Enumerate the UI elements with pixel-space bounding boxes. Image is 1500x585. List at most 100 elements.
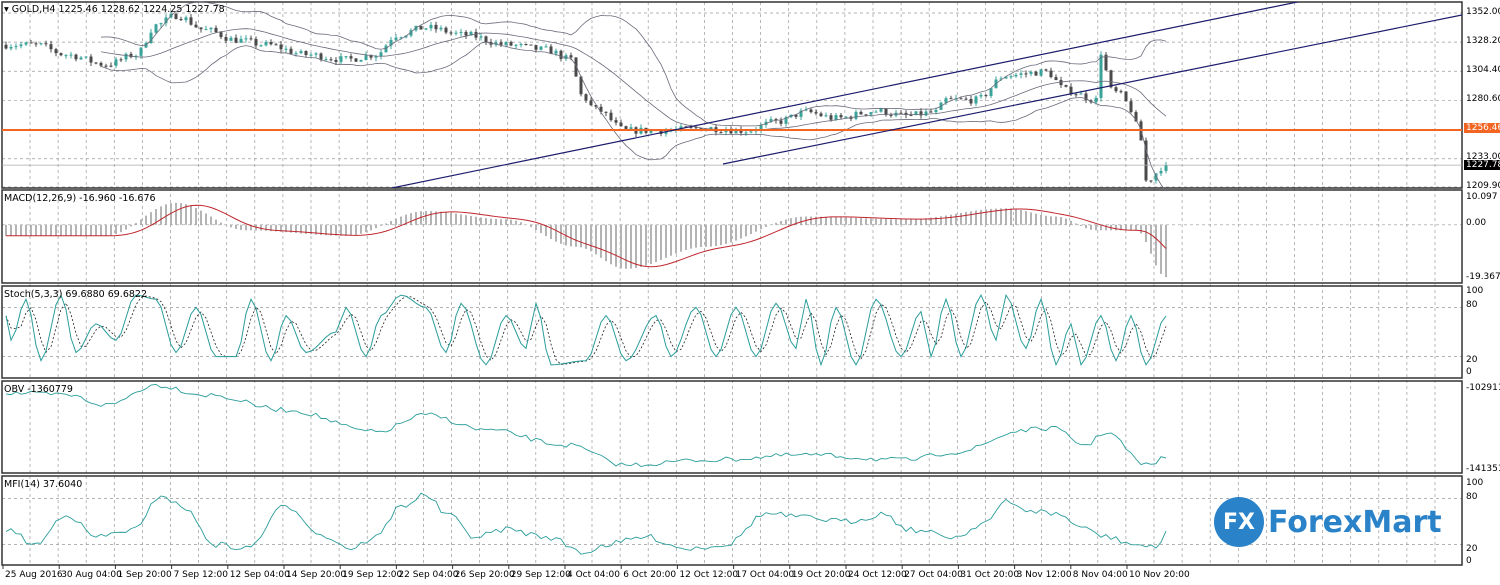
macd-histogram-bar (25, 224, 27, 236)
macd-histogram-bar (665, 224, 667, 258)
macd-histogram-bar (910, 219, 912, 225)
macd-histogram-bar (460, 214, 462, 225)
candle-body (749, 131, 753, 133)
candle-body (129, 53, 133, 58)
macd-histogram-bar (355, 224, 357, 235)
candle-body (574, 57, 578, 77)
ohlc-values: 1225.46 1228.62 1224.25 1227.78 (58, 4, 225, 15)
candle-body (439, 27, 443, 30)
mfi-tick: 80 (1466, 492, 1478, 502)
macd-histogram-bar (900, 219, 902, 225)
candle-body (769, 119, 773, 122)
time-label: 25 Aug 2016 (5, 570, 63, 580)
candle-body (374, 56, 378, 58)
bollinger-upper (100, 1, 1167, 127)
macd-histogram-bar (935, 217, 937, 225)
candle-body (174, 13, 178, 20)
macd-histogram-bar (970, 211, 972, 225)
price-tick: 1280.60 (1466, 94, 1500, 104)
candle-body (234, 37, 238, 43)
candle-body (164, 17, 168, 24)
macd-histogram-bar (95, 224, 97, 236)
candle-body (814, 112, 818, 114)
candle-body (1044, 69, 1048, 71)
candle-body (1004, 76, 1008, 79)
candle-body (294, 53, 298, 55)
candle-body (39, 43, 43, 45)
candle-body (794, 114, 798, 117)
candle-body (609, 112, 613, 121)
macd-histogram-bar (495, 218, 497, 225)
candle-body (1149, 180, 1153, 182)
macd-histogram-bar (950, 214, 952, 225)
candle-body (304, 50, 308, 56)
candle-body (834, 115, 838, 120)
macd-tick: 10.097 (1466, 192, 1498, 202)
macd-histogram-bar (545, 224, 547, 237)
macd-histogram-bar (220, 222, 222, 225)
time-label: 1 Sep 20:00 (117, 570, 172, 580)
macd-histogram-bar (35, 224, 37, 236)
candle-body (914, 111, 918, 116)
stoch-label: Stoch(5,3,3) 69.6880 69.6822 (4, 289, 148, 300)
candle-body (604, 111, 608, 113)
candle-body (829, 115, 833, 120)
candle-body (1014, 74, 1018, 77)
macd-histogram-bar (240, 224, 242, 230)
time-label: 30 Aug 04:00 (61, 570, 122, 580)
macd-histogram-bar (965, 212, 967, 225)
candle-body (9, 46, 13, 49)
candle-body (1109, 70, 1113, 88)
candle-body (484, 36, 488, 43)
candle-body (59, 53, 63, 56)
pane-mfi (1, 475, 1463, 566)
macd-histogram-bar (550, 224, 552, 240)
macd-histogram-bar (1160, 224, 1162, 274)
candle-body (204, 29, 208, 31)
macd-histogram-bar (515, 220, 517, 225)
macd-histogram-bar (535, 224, 537, 230)
macd-histogram-bar (880, 218, 882, 225)
candle-body (1034, 71, 1038, 76)
logo-text: ForexMart (1268, 504, 1442, 540)
candle-body (1144, 140, 1148, 181)
candle-body (289, 48, 293, 54)
candle-body (324, 59, 328, 61)
candle-body (779, 120, 783, 124)
candle-body (499, 42, 503, 45)
macd-histogram-bar (405, 214, 407, 225)
candle-body (969, 98, 973, 104)
macd-histogram-bar (895, 219, 897, 225)
macd-histogram-bar (345, 224, 347, 236)
macd-histogram-bar (260, 224, 262, 231)
macd-histogram-bar (140, 219, 142, 225)
candle-body (959, 98, 963, 100)
macd-histogram-bar (1140, 224, 1142, 234)
mfi-tick: 20 (1466, 544, 1478, 554)
candle-body (549, 46, 553, 54)
macd-histogram-bar (620, 224, 622, 269)
candle-body (479, 36, 483, 38)
macd-histogram-bar (365, 224, 367, 233)
macd-histogram-bar (130, 224, 132, 227)
candle-body (214, 27, 218, 33)
macd-histogram-bar (105, 224, 107, 236)
macd-histogram-bar (170, 203, 172, 225)
time-label: 26 Sep 20:00 (454, 570, 515, 580)
obv-label: OBV -1360779 (4, 384, 73, 395)
candle-body (734, 129, 738, 134)
candle-body (159, 23, 163, 25)
macd-histogram-bar (20, 224, 22, 236)
macd-histogram-bar (960, 212, 962, 225)
macd-histogram-bar (310, 224, 312, 235)
candle-body (179, 19, 183, 21)
candle-body (1099, 54, 1103, 98)
macd-histogram-bar (680, 224, 682, 252)
candle-body (399, 37, 403, 39)
obv-tick: -1029114 (1466, 383, 1500, 393)
macd-histogram-bar (580, 224, 582, 248)
macd-histogram-bar (520, 222, 522, 225)
support-price-tag: 1256.46 (1464, 123, 1500, 133)
candle-body (184, 17, 188, 21)
